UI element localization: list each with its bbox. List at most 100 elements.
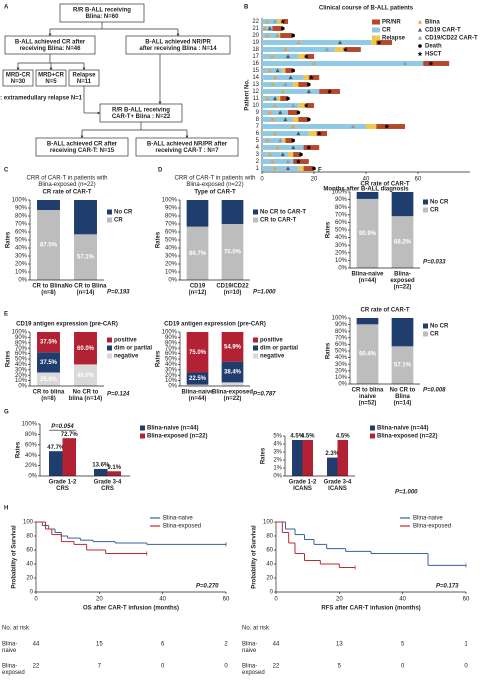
value-label: 25.0% <box>40 377 58 383</box>
flow-box-text: CAR-T+ Blina : N=22 <box>112 114 171 120</box>
y-tick-label: 80 <box>26 534 33 540</box>
y-tick-label: 20% <box>15 262 28 268</box>
bar-segment <box>262 145 304 150</box>
y-tick-label: 20% <box>335 368 348 374</box>
y-tick-label: 50% <box>15 238 28 244</box>
x-tick-label: blina (n=14) <box>69 396 103 402</box>
at-risk-count: 22 <box>33 664 40 670</box>
x-tick-label: inaive <box>359 394 377 400</box>
flow-box <box>35 69 67 87</box>
p-value: P=0.270 <box>196 584 219 590</box>
at-risk-count: 22 <box>273 664 280 670</box>
event-marker <box>327 88 333 94</box>
y-tick-label: 30% <box>15 367 28 373</box>
y-tick-label: 20% <box>25 463 38 469</box>
event-marker <box>283 117 288 122</box>
at-risk-title: No. at risk <box>242 626 270 632</box>
at-risk-group: naive <box>2 648 17 654</box>
bar-segment <box>186 384 209 386</box>
bar-segment <box>186 372 209 385</box>
y-tick-label: 50% <box>335 349 348 355</box>
panel-label: B <box>244 5 249 11</box>
x-tick-label: CR to blina <box>352 388 384 394</box>
x-tick-label: 20 <box>311 177 318 183</box>
legend-label: CD19 CAR-T <box>425 28 461 34</box>
flow-box-text: MRD-CR <box>6 72 31 78</box>
bar-segment <box>280 33 294 38</box>
y-tick-label: 40% <box>15 246 28 252</box>
y-tick-label: 60% <box>165 351 178 357</box>
x-tick-label: 0 <box>34 597 38 603</box>
bar-segment <box>298 117 309 122</box>
legend-label: No CR <box>430 324 449 330</box>
bar-segment <box>356 318 379 325</box>
bar <box>327 457 338 476</box>
bar-segment <box>277 96 281 101</box>
y-tick-label: 2 <box>256 159 260 165</box>
bar-segment <box>262 138 283 143</box>
x-tick-label: CR to Blina <box>32 284 65 290</box>
value-label: 54.9% <box>224 344 242 350</box>
flow-box-text: N=30 <box>11 79 26 85</box>
p-value: P=0.033 <box>423 260 446 266</box>
flow-box-text: MRD+CR <box>38 72 65 78</box>
x-tick-label: exposed <box>390 278 415 284</box>
x-tick-label: (n=14) <box>394 401 412 407</box>
y-tick-label: 6 <box>256 131 260 137</box>
bar-segment <box>303 145 320 150</box>
legend-label: dim or partial <box>114 346 152 352</box>
y-axis-label: Rates <box>6 350 12 367</box>
bar <box>302 440 313 476</box>
legend-swatch <box>370 433 375 439</box>
bar-segment <box>306 54 314 59</box>
x-tick-label: No CR to Blina <box>65 284 108 290</box>
bar-segment <box>262 33 278 38</box>
legend-label: negative <box>114 354 139 360</box>
value-label: 2.3% <box>325 451 339 457</box>
y-tick-label: 80% <box>165 214 178 220</box>
bar-segment <box>262 110 288 115</box>
flow-box-text: receiving CAR-T : N=7 <box>155 148 219 154</box>
flow-box-text: R/R B-ALL receiving <box>112 107 170 113</box>
y-tick-label: 20% <box>165 262 178 268</box>
panel-label: G <box>4 410 9 416</box>
chart-title: CR rate of CAR-T <box>361 182 410 188</box>
y-tick-label: 15 <box>252 68 259 74</box>
bar-segment <box>262 89 320 94</box>
event-marker <box>307 82 311 87</box>
bar-segment <box>262 166 299 171</box>
y-axis-label: Rates <box>326 221 332 238</box>
bar-segment <box>37 332 60 353</box>
y-tick-label: 100% <box>22 422 38 428</box>
event-marker <box>303 102 309 108</box>
value-label: 57.1% <box>77 255 95 261</box>
x-tick-label: 60 <box>463 597 470 603</box>
x-tick-label: Blina-naive <box>351 272 384 278</box>
y-tick-label: 30% <box>165 367 178 373</box>
y-tick-label: 10% <box>335 258 348 264</box>
event-marker <box>262 26 267 31</box>
at-risk-count: 13 <box>336 642 343 648</box>
event-marker <box>306 89 311 94</box>
event-marker <box>270 54 275 59</box>
y-tick-label: 60% <box>15 230 28 236</box>
bar-segment <box>37 372 60 386</box>
y-tick-label: 30% <box>335 362 348 368</box>
event-marker <box>351 124 355 129</box>
x-tick-label: (n=44) <box>359 278 377 284</box>
event-marker <box>291 138 296 143</box>
y-tick-label: 100% <box>162 330 178 336</box>
y-axis-label: Rates <box>156 231 162 248</box>
y-tick-label: 0% <box>28 474 37 480</box>
y-tick-label: 40 <box>266 562 273 568</box>
y-tick-label: 21 <box>252 26 259 32</box>
y-tick-label: 50% <box>165 238 178 244</box>
flow-box <box>35 137 129 157</box>
flow-box-text: N=11 <box>77 79 92 85</box>
y-axis-label: Rates <box>261 447 267 464</box>
y-tick-label: 0% <box>338 382 347 388</box>
legend-label: positive <box>260 338 283 344</box>
value-label: 38.4% <box>224 370 242 376</box>
legend-label: CR to CAR-T <box>260 218 297 224</box>
bar-segment <box>262 117 294 122</box>
